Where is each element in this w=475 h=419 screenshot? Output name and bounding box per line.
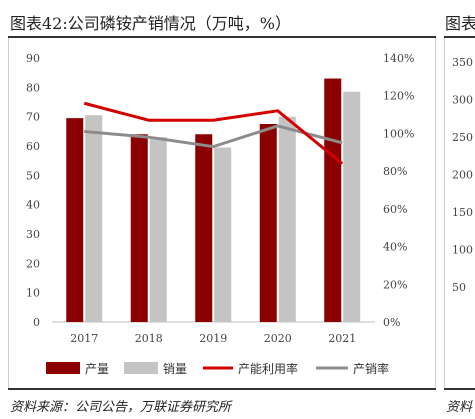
right-axis-tick-label: 140% [383, 52, 414, 65]
next-chart-panel [444, 38, 475, 388]
next-chart-tick-label: 200 [452, 169, 473, 182]
left-axis-tick-label: 80 [26, 81, 40, 94]
bar-sales [343, 91, 361, 322]
chart-panel [8, 38, 436, 388]
next-chart-tick-label: 250 [452, 131, 473, 144]
right-axis-tick-label: 0% [383, 316, 400, 329]
right-axis-tick-label: 120% [383, 90, 414, 103]
line-capacity-utilization [83, 101, 344, 165]
chart-title: 图表42:公司磷铵产销情况（万吨，%） [10, 14, 291, 33]
bar-sales [278, 116, 296, 323]
left-axis-tick-label: 30 [26, 228, 40, 241]
legend-label-capacity-utilization: 产能利用率 [238, 361, 298, 376]
line-sales-rate [84, 124, 343, 149]
left-axis-tick-label: 40 [26, 199, 40, 212]
top-rule-next [444, 36, 475, 38]
bar-production [324, 78, 342, 323]
legend-swatch-sales [124, 362, 158, 374]
x-axis-tick-label: 2018 [135, 332, 163, 345]
bar-sales [149, 137, 167, 322]
left-axis-tick-label: 50 [26, 169, 40, 182]
left-axis-tick-label: 60 [26, 140, 40, 153]
next-source-note: 资料 [446, 400, 473, 415]
bar-production [259, 124, 277, 322]
bar-production [130, 134, 148, 322]
legend-label-sales-rate: 产销率 [353, 361, 389, 376]
bar-production [66, 118, 84, 322]
x-axis-tick-label: 2021 [328, 332, 356, 345]
bar-sales [214, 147, 232, 322]
bar-production [195, 134, 213, 322]
next-chart-tick-label: 150 [452, 206, 473, 219]
x-axis-tick-label: 2019 [199, 332, 227, 345]
left-axis-tick-label: 90 [26, 52, 40, 65]
legend-label-production: 产量 [85, 362, 109, 376]
next-chart-title: 图表 [445, 14, 475, 33]
x-axis-tick-label: 2017 [70, 332, 98, 345]
left-axis-tick-label: 20 [26, 257, 40, 270]
source-note: 资料来源：公司公告，万联证券研究所 [10, 400, 232, 415]
left-axis-tick-label: 70 [26, 111, 40, 124]
legend-swatch-production [46, 362, 80, 374]
x-axis-tick-label: 2020 [264, 332, 292, 345]
legend-label-sales: 销量 [163, 362, 187, 376]
next-chart-tick-label: 300 [452, 94, 473, 107]
bottom-rule-next [444, 388, 475, 390]
left-axis-tick-label: 0 [33, 316, 40, 329]
bottom-rule [8, 388, 436, 390]
next-chart-tick-label: 350 [452, 56, 473, 69]
next-chart-tick-label: 100 [452, 244, 473, 257]
bar-sales [85, 115, 103, 322]
right-axis-tick-label: 20% [383, 278, 407, 291]
right-axis-tick-label: 60% [383, 203, 407, 216]
right-axis-tick-label: 100% [383, 127, 414, 140]
right-axis-tick-label: 40% [383, 241, 407, 254]
next-chart-tick-label: 50 [452, 281, 466, 294]
left-axis-tick-label: 10 [26, 287, 40, 300]
top-rule [8, 36, 436, 38]
right-axis-tick-label: 80% [383, 165, 407, 178]
